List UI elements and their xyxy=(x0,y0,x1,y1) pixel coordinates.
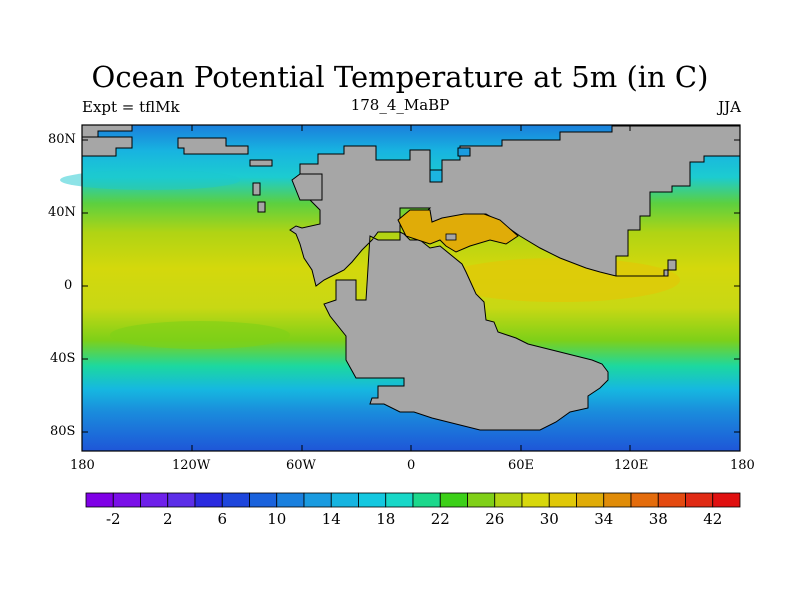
arctic-inlet xyxy=(457,147,471,157)
colorbar-swatch xyxy=(221,492,250,508)
lat-label-80n: 80N xyxy=(48,132,76,147)
colorbar-swatch xyxy=(330,492,359,508)
colorbar-swatch xyxy=(112,492,141,508)
lon-label-60w: 60W xyxy=(286,458,316,473)
small-island xyxy=(445,233,457,241)
lon-label-180w: 180 xyxy=(70,458,95,473)
small-island xyxy=(249,159,273,167)
colorbar-swatch xyxy=(603,492,632,508)
lat-label-80s: 80S xyxy=(50,424,76,439)
lon-label-180e: 180 xyxy=(730,458,755,473)
colorbar-swatch xyxy=(467,492,496,508)
longitude-ticks xyxy=(191,125,631,451)
arctic-inlet xyxy=(429,169,443,183)
colorbar-swatch xyxy=(358,492,387,508)
lon-label-60e: 60E xyxy=(508,458,535,473)
colorbar-label: -2 xyxy=(105,510,121,528)
colorbar-swatch xyxy=(548,492,577,508)
colorbar-swatch xyxy=(576,492,605,508)
lat-label-0: 0 xyxy=(64,278,73,293)
colorbar-label: 10 xyxy=(267,510,287,528)
latitude-ticks xyxy=(82,139,740,433)
colorbar-swatch xyxy=(276,492,305,508)
colorbar-label: 2 xyxy=(162,510,173,528)
time-label: 178_4_MaBP xyxy=(350,96,450,114)
lat-label-40n: 40N xyxy=(48,205,76,220)
colorbar-label: 34 xyxy=(594,510,614,528)
colorbar-swatch xyxy=(385,492,414,508)
map-title: Ocean Potential Temperature at 5m (in C) xyxy=(91,60,709,94)
colorbar-swatch xyxy=(521,492,550,508)
subpolar-band-region xyxy=(60,170,240,190)
colorbar-swatch xyxy=(630,492,659,508)
experiment-label: Expt = tflMk xyxy=(82,98,180,116)
colorbar-label: 18 xyxy=(376,510,396,528)
small-island xyxy=(252,182,261,196)
interior-warm-sea xyxy=(397,209,519,253)
colorbar-swatch xyxy=(494,492,523,508)
colorbar-swatch xyxy=(303,492,332,508)
colorbar-label: 30 xyxy=(539,510,559,528)
colorbar-swatch xyxy=(657,492,686,508)
colorbar-swatch xyxy=(412,492,441,508)
colorbar-label: 38 xyxy=(648,510,668,528)
land-masses xyxy=(81,124,741,431)
small-island xyxy=(257,201,266,213)
colorbar-label: 26 xyxy=(485,510,505,528)
colorbar-swatch xyxy=(85,492,114,508)
colorbar-swatch xyxy=(167,492,196,508)
colorbar-label: 6 xyxy=(217,510,228,528)
colorbar-swatch xyxy=(685,492,714,508)
colorbar-label: 14 xyxy=(321,510,341,528)
arctic-island xyxy=(177,137,249,155)
west-coast-block xyxy=(291,173,323,201)
colorbar xyxy=(85,492,741,508)
lon-label-120e: 120E xyxy=(614,458,649,473)
colorbar-swatch xyxy=(249,492,278,508)
lat-label-40s: 40S xyxy=(50,351,76,366)
colorbar-swatch xyxy=(439,492,468,508)
lon-label-0: 0 xyxy=(407,458,416,473)
warm-pool-region xyxy=(440,258,680,302)
cool-tongue-region xyxy=(110,321,290,349)
lon-label-120w: 120W xyxy=(172,458,211,473)
season-label: JJA xyxy=(718,98,741,116)
colorbar-swatch xyxy=(712,492,741,508)
colorbar-swatch xyxy=(140,492,169,508)
colorbar-label: 42 xyxy=(703,510,723,528)
colorbar-swatch xyxy=(194,492,223,508)
colorbar-label: 22 xyxy=(430,510,450,528)
